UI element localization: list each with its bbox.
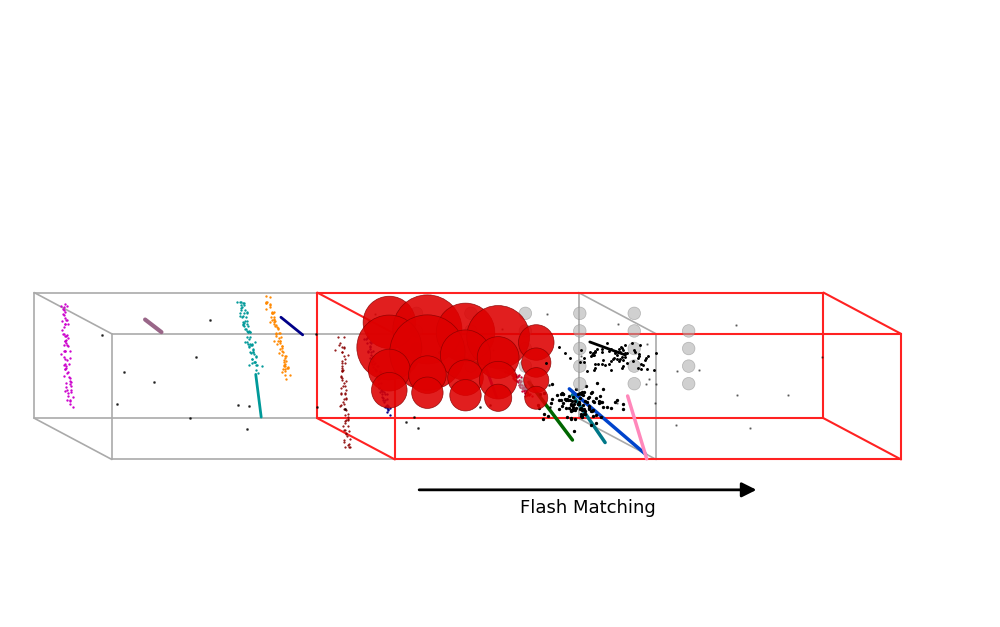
Circle shape (519, 325, 532, 337)
Circle shape (628, 325, 641, 337)
Circle shape (519, 360, 532, 372)
Circle shape (628, 342, 641, 355)
Circle shape (628, 307, 641, 320)
Circle shape (519, 307, 532, 320)
Circle shape (682, 325, 695, 337)
Circle shape (409, 356, 446, 394)
Circle shape (465, 342, 477, 355)
Circle shape (477, 337, 519, 379)
Circle shape (410, 342, 423, 355)
Circle shape (518, 325, 554, 361)
Text: Flash Matching: Flash Matching (520, 499, 656, 517)
Circle shape (465, 360, 477, 372)
Circle shape (465, 325, 477, 337)
Circle shape (363, 296, 415, 349)
Circle shape (368, 349, 410, 391)
Circle shape (519, 342, 532, 355)
Circle shape (465, 307, 477, 320)
Circle shape (574, 360, 586, 372)
Circle shape (574, 307, 586, 320)
Circle shape (450, 379, 481, 411)
Circle shape (410, 325, 423, 337)
Circle shape (390, 315, 465, 390)
Circle shape (412, 377, 443, 408)
Circle shape (682, 342, 695, 355)
Circle shape (574, 342, 586, 355)
Circle shape (522, 348, 551, 377)
Circle shape (393, 295, 462, 364)
Circle shape (485, 384, 512, 411)
Circle shape (682, 360, 695, 372)
Circle shape (628, 360, 641, 372)
Circle shape (448, 360, 483, 396)
Circle shape (574, 325, 586, 337)
Circle shape (479, 361, 517, 399)
Circle shape (357, 315, 422, 380)
Circle shape (682, 377, 695, 390)
Circle shape (371, 372, 407, 408)
Circle shape (440, 330, 491, 380)
Circle shape (467, 305, 530, 369)
Circle shape (628, 377, 641, 390)
Circle shape (525, 386, 548, 409)
Circle shape (410, 307, 423, 320)
Circle shape (519, 377, 532, 390)
Circle shape (524, 367, 549, 393)
Circle shape (436, 303, 495, 362)
Circle shape (574, 377, 586, 390)
